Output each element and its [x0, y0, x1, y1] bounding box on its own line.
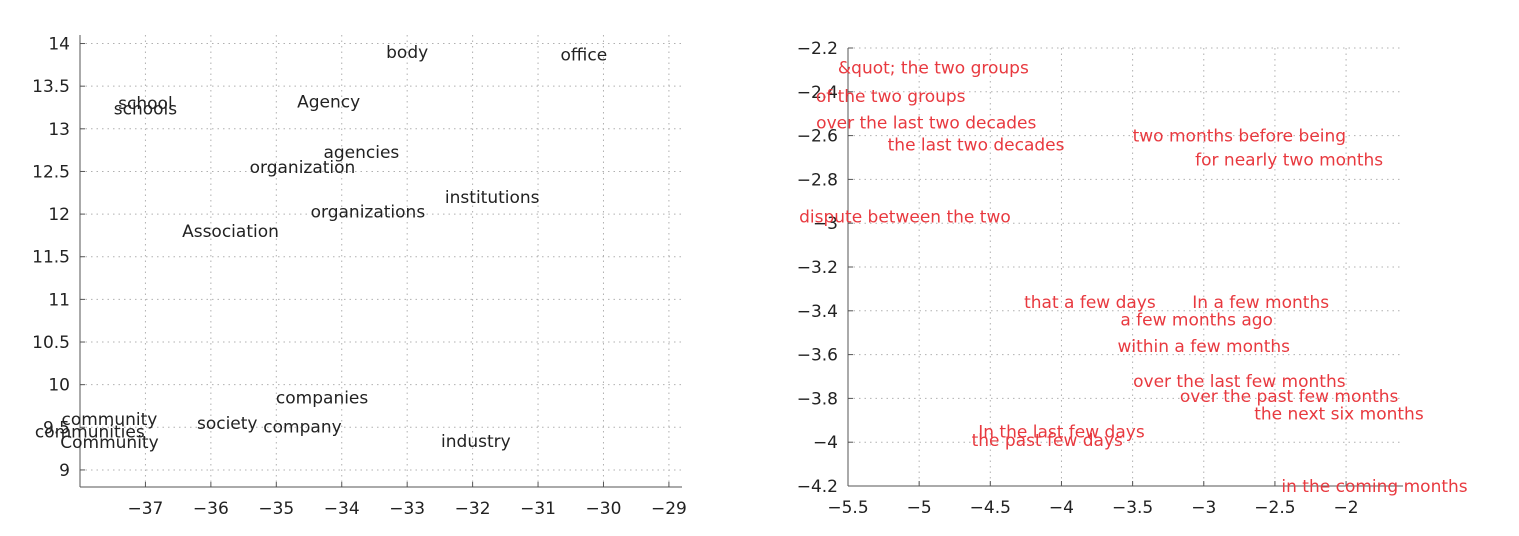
point-label: society	[197, 414, 258, 434]
right-scatter-panel: −5.5 −5 −4.5 −4 −3.5 −3 −2.5 −2 −2.2 −2.4 −2.6 −2.8…	[797, 39, 1468, 518]
y-tick-label: 13.5	[32, 77, 70, 97]
point-label: industry	[441, 432, 511, 452]
point-label: agencies	[323, 143, 399, 163]
point-label: over the last two decades	[816, 113, 1036, 133]
x-tick-label: −32	[455, 499, 491, 519]
x-tick-label: −29	[651, 499, 687, 519]
point-label: a few months ago	[1120, 311, 1273, 331]
point-label: organization	[250, 158, 356, 178]
x-tick-label: −2	[1334, 498, 1359, 518]
left-scatter-panel: −37 −36 −35 −34 −33 −32 −31 −30 −29 9 9.5 10 10.5 11 1…	[32, 35, 687, 519]
y-tick-label: 10.5	[32, 333, 70, 353]
point-label: in the coming months	[1281, 477, 1467, 497]
y-tick-label: −2.6	[797, 127, 838, 147]
x-tick-label: −5	[907, 498, 932, 518]
point-label: the last two decades	[888, 135, 1065, 155]
point-label: within a few months	[1117, 337, 1290, 357]
point-label: two months before being	[1133, 127, 1346, 147]
y-tick-label: 12	[48, 205, 70, 225]
x-tick-label: −34	[324, 499, 360, 519]
y-tick-label: 9	[59, 461, 70, 481]
point-label: school	[118, 94, 173, 114]
x-tick-label: −5.5	[827, 498, 868, 518]
x-tick-label: −37	[127, 499, 163, 519]
point-label: of the two groups	[816, 87, 966, 107]
x-tick-label: −3.5	[1112, 498, 1153, 518]
point-label: that a few days	[1024, 293, 1156, 313]
y-tick-label: −2.4	[797, 83, 838, 103]
x-tick-label: −4	[1049, 498, 1074, 518]
y-tick-label: 14	[48, 35, 70, 55]
x-tick-label: −30	[586, 499, 622, 519]
y-tick-label: 13	[48, 120, 70, 140]
y-tick-label: 9.5	[43, 418, 70, 438]
y-tick-label: −2.2	[797, 39, 838, 59]
point-label: &quot; the two groups	[838, 59, 1029, 79]
y-tick-label: −4	[813, 433, 838, 453]
x-tick-label: −4.5	[970, 498, 1011, 518]
y-tick-label: 11.5	[32, 248, 70, 268]
point-label: body	[386, 43, 428, 63]
point-label: In the last few days	[978, 422, 1145, 442]
point-label: company	[263, 417, 341, 437]
y-tick-label: 11	[48, 290, 70, 310]
point-label: over the past few months	[1180, 387, 1399, 407]
point-label: In a few months	[1192, 293, 1329, 313]
point-label: organizations	[311, 203, 426, 223]
point-label: communities	[35, 423, 145, 443]
y-tick-label: −3.2	[797, 258, 838, 278]
point-label: schools	[114, 99, 178, 119]
y-tick-label: −3.4	[797, 302, 838, 322]
point-label: the past few days	[972, 431, 1123, 451]
y-tick-label: −4.2	[797, 477, 838, 497]
y-tick-label: 12.5	[32, 162, 70, 182]
point-label: Association	[182, 222, 279, 242]
y-tick-label: −3.8	[797, 389, 838, 409]
y-tick-label: −2.8	[797, 170, 838, 190]
x-tick-label: −31	[520, 499, 556, 519]
point-label: Agency	[297, 93, 360, 113]
point-label: over the last few months	[1133, 372, 1346, 392]
y-tick-label: −3	[813, 214, 838, 234]
x-tick-label: −3	[1191, 498, 1216, 518]
point-label: for nearly two months	[1195, 151, 1383, 171]
x-tick-label: −2.5	[1254, 498, 1295, 518]
x-tick-label: −36	[193, 499, 229, 519]
point-label: Community	[60, 433, 158, 453]
point-label: office	[561, 46, 608, 66]
x-tick-label: −33	[389, 499, 425, 519]
y-tick-label: 10	[48, 376, 70, 396]
point-label: the next six months	[1254, 405, 1424, 425]
y-tick-label: −3.6	[797, 346, 838, 366]
point-label: institutions	[445, 188, 540, 208]
point-label: dispute between the two	[799, 208, 1011, 228]
point-label: community	[62, 410, 158, 430]
point-label: companies	[276, 388, 368, 408]
x-tick-label: −35	[258, 499, 294, 519]
